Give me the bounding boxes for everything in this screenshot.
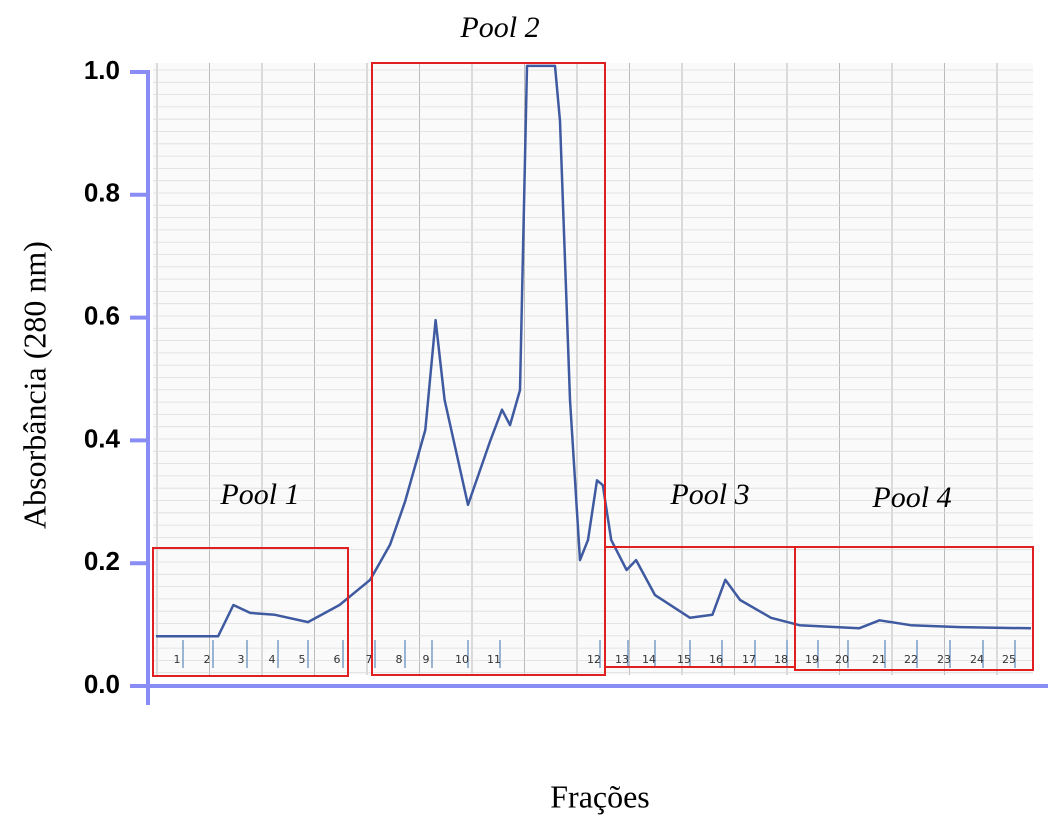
fraction-label: 25 — [1002, 653, 1016, 666]
fraction-label: 1 — [174, 653, 181, 666]
fraction-label: 12 — [587, 653, 601, 666]
y-tick-label: 1.0 — [84, 55, 120, 85]
fraction-label: 10 — [455, 653, 469, 666]
fraction-label: 4 — [269, 653, 276, 666]
fraction-label: 9 — [423, 653, 430, 666]
fraction-label: 20 — [835, 653, 849, 666]
chart: Absorbância (280 nm) Frações 0.0 0.2 0.4 0.… — [0, 0, 1050, 816]
fraction-label: 13 — [615, 653, 629, 666]
fraction-label: 17 — [742, 653, 756, 666]
fraction-label: 23 — [937, 653, 951, 666]
paper — [153, 63, 1033, 675]
fraction-label: 11 — [487, 653, 501, 666]
fraction-label: 8 — [396, 653, 403, 666]
fraction-label: 15 — [677, 653, 691, 666]
fraction-label: 24 — [970, 653, 984, 666]
fraction-label: 18 — [774, 653, 788, 666]
pool-label: Pool 2 — [459, 11, 539, 44]
y-tick-label: 0.6 — [84, 300, 120, 330]
y-tick-label: 0.2 — [84, 546, 120, 576]
pool-label: Pool 1 — [219, 478, 299, 511]
fraction-label: 16 — [709, 653, 723, 666]
y-axis-label: Absorbância (280 nm) — [16, 241, 52, 529]
pool-label: Pool 3 — [669, 478, 749, 511]
fraction-label: 14 — [642, 653, 656, 666]
fraction-label: 6 — [334, 653, 341, 666]
fraction-label: 2 — [204, 653, 211, 666]
fraction-label: 5 — [299, 653, 306, 666]
fraction-label: 3 — [238, 653, 245, 666]
y-tick-label: 0.0 — [84, 669, 120, 699]
y-tick-label: 0.4 — [84, 423, 121, 453]
x-axis-label: Frações — [550, 778, 650, 814]
pool-label: Pool 4 — [871, 481, 951, 514]
y-tick-label: 0.8 — [84, 178, 120, 208]
fraction-label: 19 — [805, 653, 819, 666]
fraction-label: 22 — [904, 653, 918, 666]
fraction-label: 21 — [872, 653, 886, 666]
